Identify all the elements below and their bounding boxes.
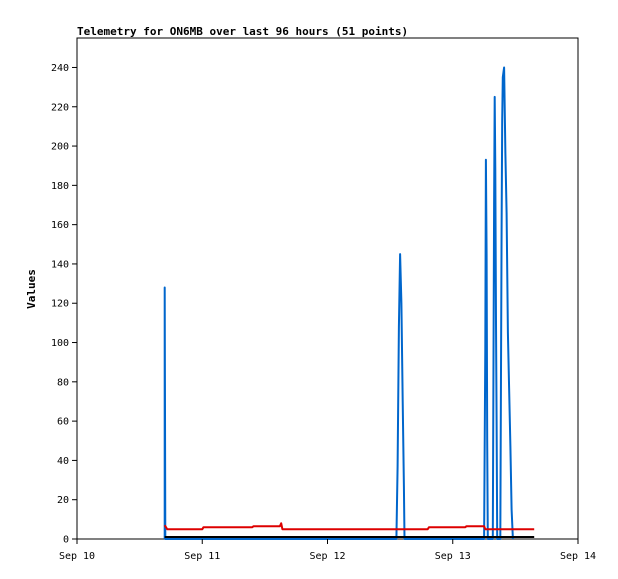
y-tick-label: 120 (51, 299, 69, 310)
series-line-2 (163, 522, 535, 531)
y-tick-label: 20 (57, 495, 69, 506)
y-tick-label: 60 (57, 417, 69, 428)
y-axis-label: Values (25, 269, 38, 309)
y-tick-label: 140 (51, 259, 69, 270)
x-axis-ticks: Sep 10 Sep 11 Sep 12 Sep 13 Sep 14 (59, 539, 596, 562)
y-tick-label: 220 (51, 102, 69, 113)
y-tick-label: 40 (57, 456, 69, 467)
series-line-1 (163, 66, 514, 540)
series-layer (163, 66, 535, 540)
y-tick-label: 200 (51, 142, 69, 153)
y-axis-ticks: 0 20 40 60 80 100 120 140 160 180 200 220 240 (51, 63, 77, 546)
x-tick-label: Sep 10 (59, 551, 95, 562)
chart-title: Telemetry for ON6MB over last 96 hours (… (77, 25, 408, 38)
y-tick-label: 160 (51, 220, 69, 231)
x-tick-label: Sep 13 (435, 551, 471, 562)
x-tick-label: Sep 12 (309, 551, 345, 562)
y-tick-label: 240 (51, 63, 69, 74)
x-tick-label: Sep 14 (560, 551, 596, 562)
y-tick-label: 80 (57, 377, 69, 388)
x-tick-label: Sep 11 (184, 551, 220, 562)
y-tick-label: 0 (63, 535, 69, 546)
y-tick-label: 180 (51, 181, 69, 192)
y-tick-label: 100 (51, 338, 69, 349)
